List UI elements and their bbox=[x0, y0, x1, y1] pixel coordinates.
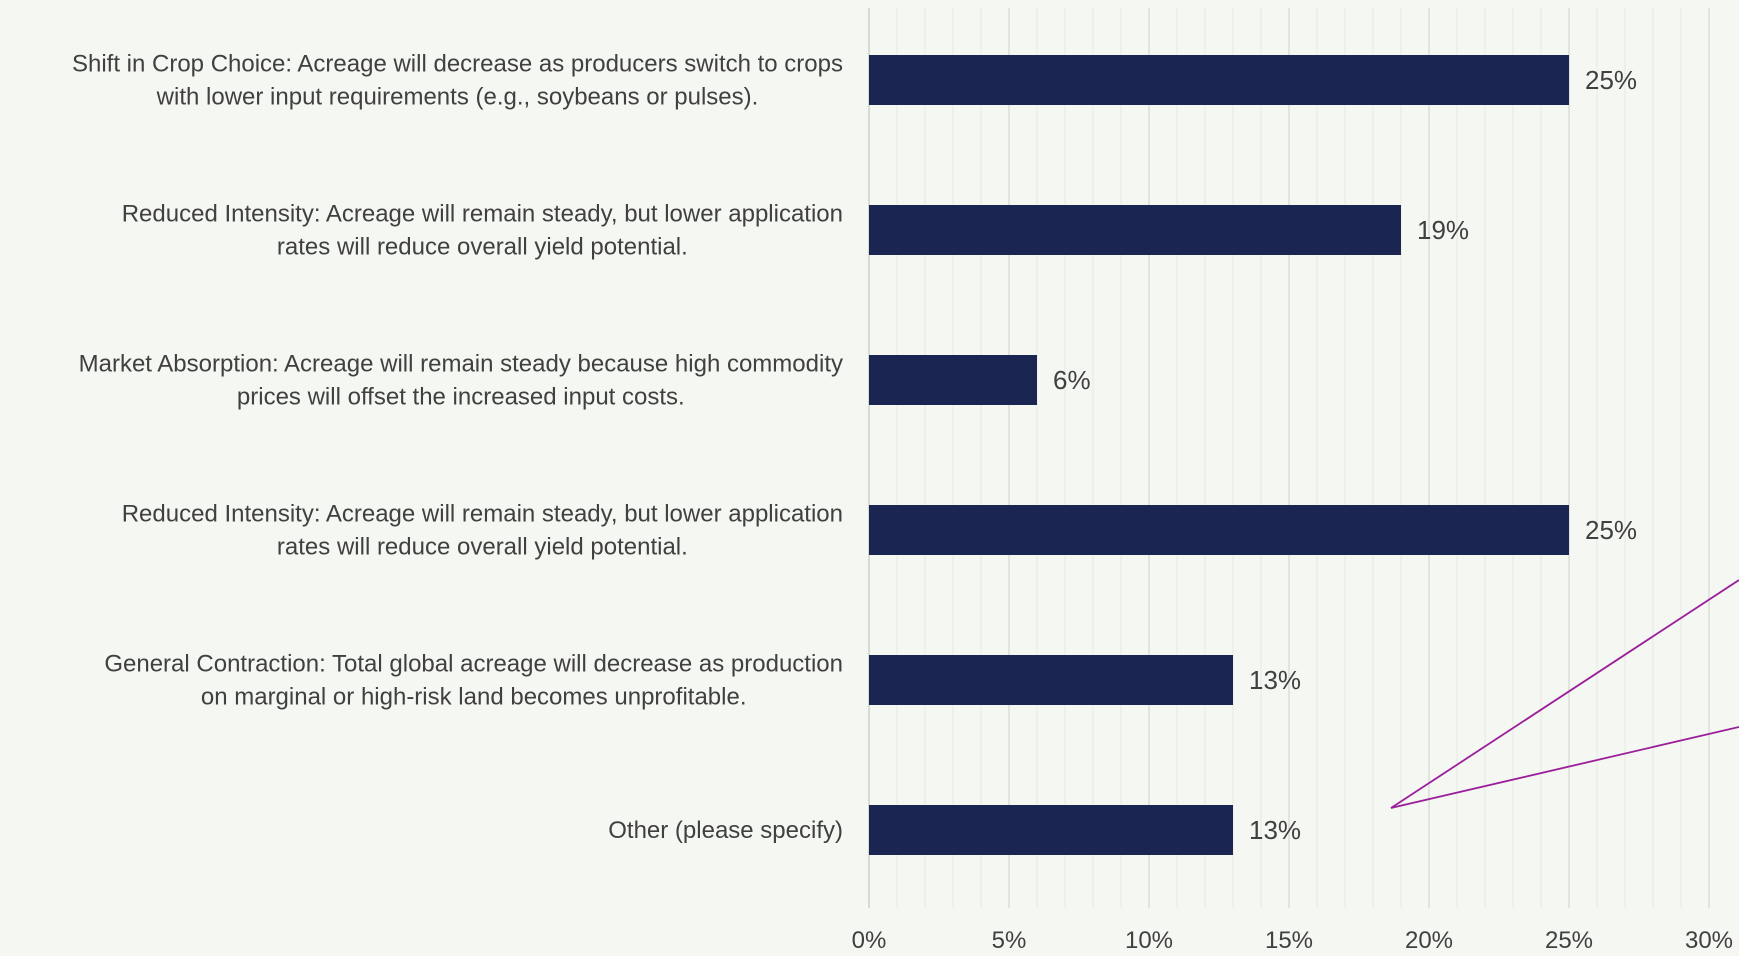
bar bbox=[869, 355, 1037, 405]
value-labels: 25% 19% 6% 25% 13% 13% bbox=[1053, 65, 1637, 845]
category-label: Other (please specify) bbox=[608, 817, 843, 844]
bar-value-label: 6% bbox=[1053, 365, 1091, 395]
bar-value-label: 13% bbox=[1249, 815, 1301, 845]
x-tick-label: 15% bbox=[1265, 927, 1313, 951]
category-label: Shift in Crop Choice: Acreage will decre… bbox=[72, 51, 843, 78]
x-tick-label: 5% bbox=[992, 927, 1027, 951]
grid-lines bbox=[868, 8, 1710, 908]
category-label: rates will reduce overall yield potentia… bbox=[277, 234, 688, 261]
bar bbox=[869, 505, 1569, 555]
category-label: General Contraction: Total global acreag… bbox=[104, 651, 843, 678]
bars bbox=[869, 55, 1569, 855]
category-label: with lower input requirements (e.g., soy… bbox=[156, 84, 759, 111]
category-label: prices will offset the increased input c… bbox=[237, 384, 685, 411]
bar bbox=[869, 55, 1569, 105]
x-tick-label: 0% bbox=[852, 927, 887, 951]
category-label: Reduced Intensity: Acreage will remain s… bbox=[122, 201, 843, 228]
bar-value-label: 25% bbox=[1585, 65, 1637, 95]
category-label: rates will reduce overall yield potentia… bbox=[277, 534, 688, 561]
bar bbox=[869, 205, 1401, 255]
x-tick-label: 25% bbox=[1545, 927, 1593, 951]
bar bbox=[869, 655, 1233, 705]
category-label: Market Absorption: Acreage will remain s… bbox=[79, 351, 843, 378]
x-axis-tick-labels: 0% 5% 10% 15% 20% 25% 30% bbox=[852, 927, 1733, 954]
callout-pointer bbox=[1390, 579, 1739, 809]
category-label: on marginal or high-risk land becomes un… bbox=[201, 684, 747, 711]
annotation-callout bbox=[1390, 579, 1739, 809]
bar-value-label: 19% bbox=[1417, 215, 1469, 245]
x-tick-label: 10% bbox=[1125, 927, 1173, 951]
bar-value-label: 13% bbox=[1249, 665, 1301, 695]
category-label: Reduced Intensity: Acreage will remain s… bbox=[122, 501, 843, 528]
x-tick-label: 20% bbox=[1405, 927, 1453, 951]
bar bbox=[869, 805, 1233, 855]
category-labels: Shift in Crop Choice: Acreage will decre… bbox=[72, 51, 843, 845]
x-tick-label: 30% bbox=[1685, 927, 1733, 951]
bar-value-label: 25% bbox=[1585, 515, 1637, 545]
